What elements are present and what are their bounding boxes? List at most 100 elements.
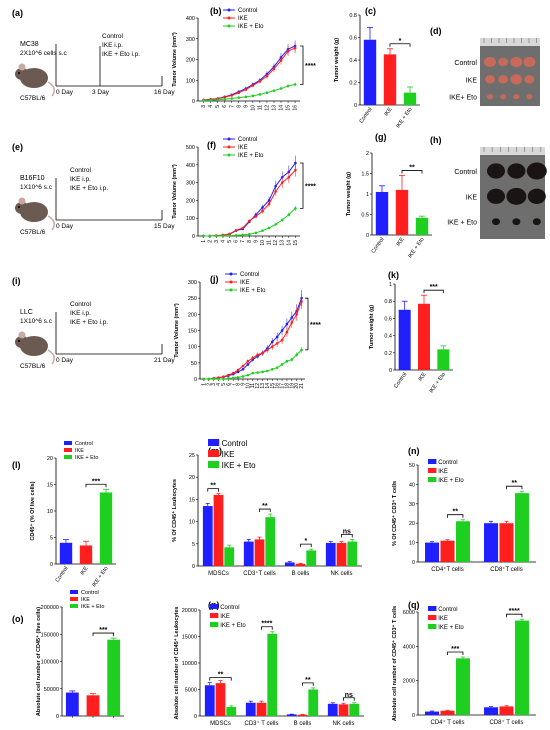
mouse-head xyxy=(15,68,29,80)
sig-bracket xyxy=(259,508,271,513)
panel-letter: (i) xyxy=(12,276,21,286)
data-point xyxy=(212,377,215,381)
y-tick-label: 20 xyxy=(189,475,195,481)
mouse-ear xyxy=(18,63,26,71)
day-label: 21 Day xyxy=(154,357,175,364)
bar xyxy=(514,620,529,715)
chart-c: 0 0.2 0.4 0.6 0.8 Tumor weight (g) (c) Control I… xyxy=(334,6,420,129)
sig-label: ns xyxy=(343,528,351,535)
x-tick-label: 11 xyxy=(250,383,256,388)
data-point xyxy=(274,184,277,188)
legend-label: IKE xyxy=(238,16,248,22)
sig-bracket xyxy=(261,626,273,630)
x-tick-label: 6 xyxy=(222,105,228,108)
x-tick-label: 1 xyxy=(201,383,207,386)
x-tick-label: 15 xyxy=(270,383,276,389)
legend-swatch xyxy=(70,590,78,594)
bar xyxy=(215,683,226,716)
y-tick-label: 20 xyxy=(47,456,53,462)
data-point xyxy=(280,338,284,342)
y-axis-label: Tumor weight (g) xyxy=(346,172,352,216)
sig-label: * xyxy=(305,538,308,545)
y-tick-label: 150 xyxy=(188,329,197,335)
treatment-label: IKE i.p. xyxy=(102,42,123,49)
data-point xyxy=(231,376,235,380)
data-point xyxy=(261,206,264,209)
tumor-photo-d: (d) Control IKE IKE+ Eto xyxy=(430,26,540,106)
x-tick-label: 7 xyxy=(240,240,246,243)
data-point xyxy=(244,88,248,91)
x-tick-label: 3 xyxy=(201,105,207,108)
x-tick-label: 7 xyxy=(231,383,237,386)
data-point xyxy=(227,377,230,380)
mouse-tail xyxy=(47,215,55,231)
mouse-tail xyxy=(47,349,55,365)
bar xyxy=(86,695,100,716)
bar xyxy=(336,542,347,566)
data-point xyxy=(261,370,264,374)
tumor xyxy=(512,218,521,226)
cell-line-label: B16F10 xyxy=(20,175,45,182)
x-tick-label: 15 xyxy=(286,105,292,111)
data-point xyxy=(234,233,238,237)
x-tick-label: 1 xyxy=(201,240,207,243)
y-tick-label: 10 xyxy=(409,541,415,547)
y-tick-label: 50 xyxy=(409,463,415,469)
bar xyxy=(79,545,93,564)
legend-swatch xyxy=(64,455,72,459)
x-tick-label: 13 xyxy=(271,105,277,111)
chart-n: 0 10 20 30 40 50 % Of CD45⁺ CD3⁺ T cells (n) CD4… xyxy=(391,446,536,573)
tumor xyxy=(487,188,505,204)
y-tick-label: 0.6 xyxy=(349,36,357,42)
tumor xyxy=(524,75,535,84)
data-point xyxy=(294,168,297,172)
series-line-0 xyxy=(203,297,303,380)
y-tick-label: 250 xyxy=(188,296,197,302)
sig-label: *** xyxy=(99,627,107,634)
legend-label: IKE + Eto xyxy=(238,24,264,30)
bar xyxy=(286,714,297,716)
legend-swatch xyxy=(70,604,78,608)
bar xyxy=(347,541,358,566)
data-point xyxy=(246,363,250,366)
sig-label: ** xyxy=(511,480,517,487)
legend-label: IKE + Eto xyxy=(222,461,257,470)
x-tick-label: 8 xyxy=(236,383,242,386)
y-tick-label: 0.2 xyxy=(384,351,392,357)
tumor xyxy=(523,56,536,68)
data-point xyxy=(280,181,284,184)
y-tick-label: 20000 xyxy=(182,608,197,614)
bar xyxy=(99,492,113,564)
tumor xyxy=(500,94,507,100)
legend-marker xyxy=(227,24,231,28)
data-point xyxy=(228,232,231,236)
bar xyxy=(425,711,440,715)
bar xyxy=(403,92,417,105)
bar xyxy=(202,506,213,566)
x-tick-label: 16 xyxy=(275,383,281,389)
x-tick-label: 9 xyxy=(240,383,246,386)
tumor xyxy=(510,56,523,68)
chart-b: 0 100 200 300 400 Tumor Volume (mm³) (b) 3 4 5 6 7 8… xyxy=(171,6,316,111)
sig-bracket xyxy=(506,613,523,618)
sig-label: ** xyxy=(409,165,415,172)
y-tick-label: 0 xyxy=(192,234,195,240)
y-tick-label: 0 xyxy=(56,714,59,720)
data-point xyxy=(241,375,245,378)
series-line-1 xyxy=(203,301,303,380)
bar xyxy=(265,517,276,566)
y-tick-label: 200000 xyxy=(41,605,59,611)
legend-swatch xyxy=(428,615,437,620)
data-point xyxy=(258,79,262,83)
panel-letter: (c) xyxy=(365,6,376,16)
legend-label: Control xyxy=(238,137,257,143)
bar xyxy=(295,563,306,566)
y-tick-label: 0.8 xyxy=(349,13,357,19)
data-point xyxy=(285,330,289,334)
data-point xyxy=(209,98,212,102)
day-label: 16 Day xyxy=(154,89,175,96)
y-tick-label: 0 xyxy=(366,233,369,239)
data-point xyxy=(265,74,269,78)
y-tick-label: 0 xyxy=(50,562,53,568)
legend-swatch xyxy=(428,624,437,629)
